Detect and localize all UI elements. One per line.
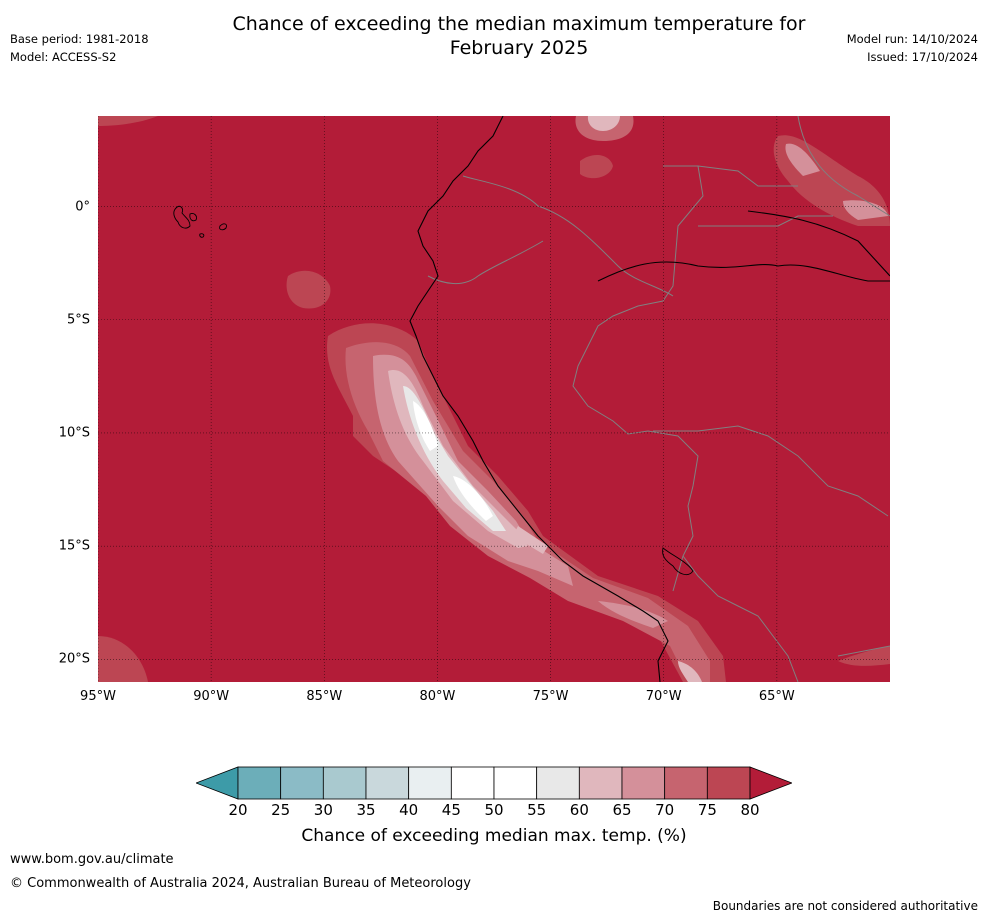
colorbar-segment: [706, 766, 751, 800]
colorbar-tick-label: 45: [441, 801, 461, 819]
meta-right: Model run: 14/10/2024 Issued: 17/10/2024: [847, 30, 978, 66]
colorbar-segment: [322, 766, 367, 800]
map-title: Chance of exceeding the median maximum t…: [150, 12, 888, 60]
footer-url[interactable]: www.bom.gov.au/climate: [10, 852, 174, 867]
footer-disclaimer: Boundaries are not considered authoritat…: [712, 899, 978, 913]
title-line-2: February 2025: [449, 37, 589, 59]
coastline: [409, 116, 890, 682]
map-background: [98, 116, 890, 682]
colorbar-over-arrow: [749, 766, 794, 800]
longitude-tick-label: 70°W: [645, 689, 682, 704]
colorbar-segment: [621, 766, 666, 800]
colorbar-segment: [493, 766, 538, 800]
colorbar-tick-label: 40: [399, 801, 419, 819]
latitude-tick-label: 15°S: [58, 538, 90, 554]
colorbar-segment: [365, 766, 410, 800]
colorbar-segment: [408, 766, 452, 800]
colorbar-tick-label: 20: [228, 801, 248, 819]
footer-copyright: © Commonwealth of Australia 2024, Austra…: [10, 876, 471, 891]
map-panel: [98, 116, 890, 682]
colorbar-segment: [664, 766, 708, 800]
colorbar-scale: [194, 766, 794, 800]
colorbar-tick-label: 25: [271, 801, 291, 819]
colorbar-segment: [280, 766, 324, 800]
colorbar-tick-label: 75: [697, 801, 717, 819]
colorbar-tick-label: 50: [484, 801, 504, 819]
colorbar: [194, 766, 794, 800]
colorbar-title: Chance of exceeding median max. temp. (%…: [301, 826, 687, 846]
colorbar-tick-label: 30: [313, 801, 333, 819]
lake-titicaca: [662, 547, 694, 576]
contour-region-north: [98, 116, 890, 682]
latitude-tick-label: 20°S: [58, 651, 90, 667]
colorbar-segment: [536, 766, 580, 800]
colorbar-tick-label: 80: [740, 801, 760, 819]
colorbar-tick-label: 65: [612, 801, 632, 819]
longitude-tick-label: 95°W: [80, 689, 116, 704]
latitude-tick-label: 5°S: [66, 312, 90, 328]
issued-date: Issued: 17/10/2024: [867, 50, 978, 64]
model-name: Model: ACCESS-S2: [10, 50, 117, 64]
longitude-tick-label: 75°W: [532, 689, 569, 704]
meta-left: Base period: 1981-2018 Model: ACCESS-S2: [10, 30, 149, 66]
longitude-tick-label: 85°W: [306, 689, 343, 704]
longitude-tick-label: 90°W: [193, 689, 230, 704]
base-period: Base period: 1981-2018: [10, 32, 149, 46]
colorbar-tick-label: 70: [655, 801, 675, 819]
colorbar-tick-label: 60: [569, 801, 589, 819]
colorbar-segment: [578, 766, 623, 800]
colorbar-tick-label: 55: [527, 801, 547, 819]
latitude-tick-label: 10°S: [58, 425, 90, 441]
colorbar-segment: [237, 766, 282, 800]
longitude-tick-label: 65°W: [758, 689, 795, 704]
colorbar-tick-label: 35: [356, 801, 376, 819]
longitude-tick-label: 80°W: [419, 689, 456, 704]
colorbar-under-arrow: [194, 766, 239, 800]
galapagos-islands: [173, 205, 227, 238]
country-borders: [427, 116, 890, 682]
title-line-1: Chance of exceeding the median maximum t…: [232, 13, 806, 35]
probability-map: [98, 116, 890, 682]
graticule: [98, 116, 890, 682]
model-run: Model run: 14/10/2024: [846, 32, 978, 46]
colorbar-segment: [450, 766, 495, 800]
latitude-tick-label: 0°: [75, 199, 90, 215]
